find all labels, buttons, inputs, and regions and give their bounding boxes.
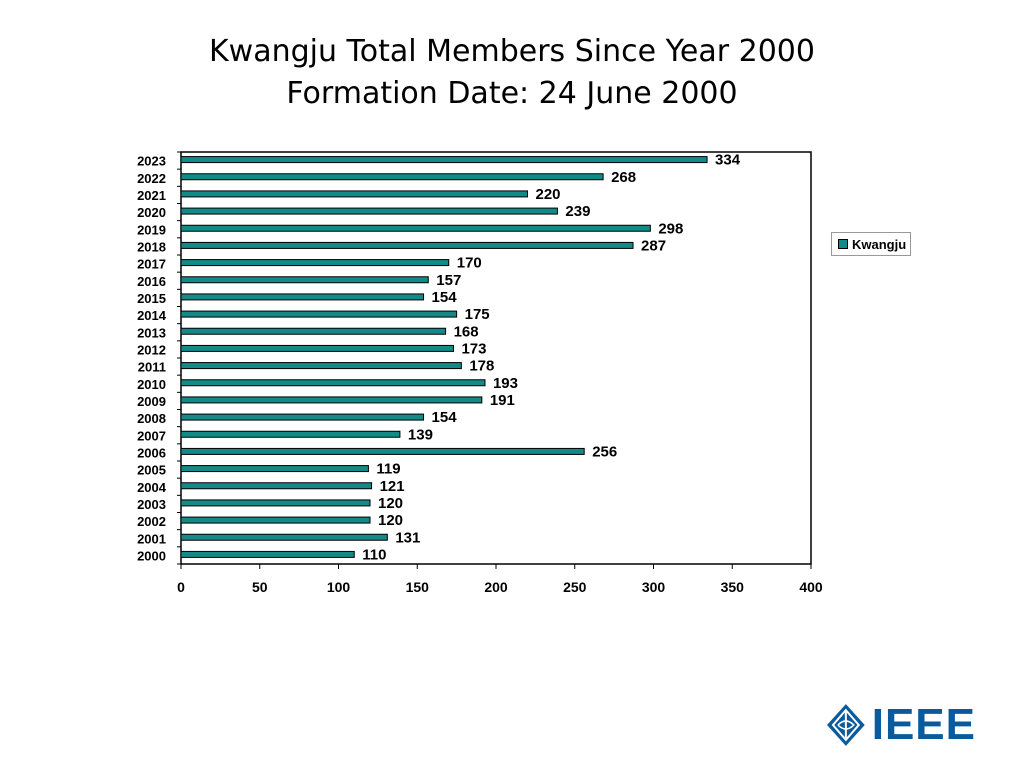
data-label: 120: [378, 512, 403, 529]
y-tick-label: 2014: [137, 308, 167, 323]
y-tick-label: 2000: [137, 548, 166, 563]
x-tick-label: 250: [563, 579, 587, 595]
data-label: 220: [536, 186, 561, 203]
y-tick-label: 2007: [137, 428, 166, 443]
bar: [180, 516, 371, 524]
bar: [180, 362, 462, 370]
y-tick-label: 2005: [137, 463, 166, 478]
bar: [180, 430, 401, 438]
data-label: 120: [378, 495, 403, 512]
y-tick-label: 2003: [137, 497, 166, 512]
x-tick-label: 50: [252, 579, 268, 595]
y-tick-label: 2023: [137, 154, 166, 169]
data-label: 168: [454, 323, 479, 340]
y-tick-label: 2008: [137, 411, 166, 426]
data-label: 139: [408, 426, 433, 443]
y-tick-label: 2001: [137, 531, 166, 546]
data-label: 121: [380, 478, 405, 495]
data-label: 239: [565, 203, 590, 220]
data-label: 256: [592, 443, 617, 460]
bar: [180, 276, 429, 284]
bar: [180, 396, 483, 404]
bar: [180, 156, 708, 164]
x-tick-label: 350: [721, 579, 745, 595]
bar: [180, 379, 486, 387]
y-tick-label: 2022: [137, 171, 166, 186]
y-tick-label: 2009: [137, 394, 166, 409]
ieee-diamond-icon: [826, 704, 865, 746]
bar: [180, 465, 369, 473]
y-tick-label: 2016: [137, 274, 166, 289]
data-label: 154: [432, 289, 458, 306]
data-label: 191: [490, 392, 515, 409]
x-tick-label: 400: [799, 579, 823, 595]
chart-title-line-2: Formation Date: 24 June 2000: [286, 76, 738, 111]
chart-title-line-1: Kwangju Total Members Since Year 2000: [209, 34, 815, 69]
x-tick-label: 0: [177, 579, 185, 595]
bar: [180, 310, 458, 318]
y-tick-label: 2002: [137, 514, 166, 529]
bar: [180, 499, 371, 507]
data-label: 170: [457, 255, 482, 272]
y-tick-label: 2013: [137, 325, 166, 340]
x-tick-label: 150: [406, 579, 430, 595]
data-label: 110: [362, 546, 386, 563]
plot-area: [180, 151, 812, 565]
y-tick-label: 2004: [137, 480, 167, 495]
y-tick-label: 2020: [137, 205, 166, 220]
y-tick-label: 2006: [137, 445, 166, 460]
y-tick-label: 2012: [137, 342, 166, 357]
x-tick-label: 100: [327, 579, 351, 595]
ieee-logo: IEEE: [826, 700, 976, 750]
y-tick-label: 2011: [138, 360, 166, 375]
data-label: 119: [376, 461, 400, 478]
x-tick-label: 300: [642, 579, 666, 595]
bar: [180, 482, 373, 490]
bar: [180, 533, 388, 541]
legend: Kwangju: [831, 232, 911, 256]
y-tick-label: 2017: [137, 257, 166, 272]
data-label: 334: [715, 152, 741, 169]
bar: [180, 413, 425, 421]
bar: [180, 173, 604, 181]
bar: [180, 447, 585, 455]
data-label: 175: [465, 306, 490, 323]
bar: [180, 190, 528, 198]
data-label: 131: [395, 529, 420, 546]
y-tick-label: 2015: [137, 291, 166, 306]
bar: [180, 259, 450, 267]
data-label: 193: [493, 375, 518, 392]
ieee-logo-text: IEEE: [871, 700, 976, 749]
data-label: 298: [658, 220, 683, 237]
legend-label: Kwangju: [852, 236, 907, 252]
bar: [180, 224, 651, 232]
y-tick-label: 2021: [137, 188, 166, 203]
bar: [180, 344, 454, 352]
y-tick-label: 2019: [137, 222, 166, 237]
bar: [180, 327, 447, 335]
data-label: 154: [432, 409, 458, 426]
data-label: 178: [469, 358, 494, 375]
bar: [180, 241, 634, 249]
y-tick-label: 2010: [137, 377, 166, 392]
data-label: 173: [461, 340, 486, 357]
data-label: 157: [436, 272, 461, 289]
bar: [180, 550, 355, 558]
x-tick-label: 200: [484, 579, 508, 595]
y-tick-label: 2018: [137, 239, 166, 254]
data-label: 287: [641, 237, 666, 254]
data-label: 268: [611, 169, 636, 186]
legend-swatch: [838, 239, 848, 249]
bar: [180, 207, 558, 215]
bar: [180, 293, 425, 301]
